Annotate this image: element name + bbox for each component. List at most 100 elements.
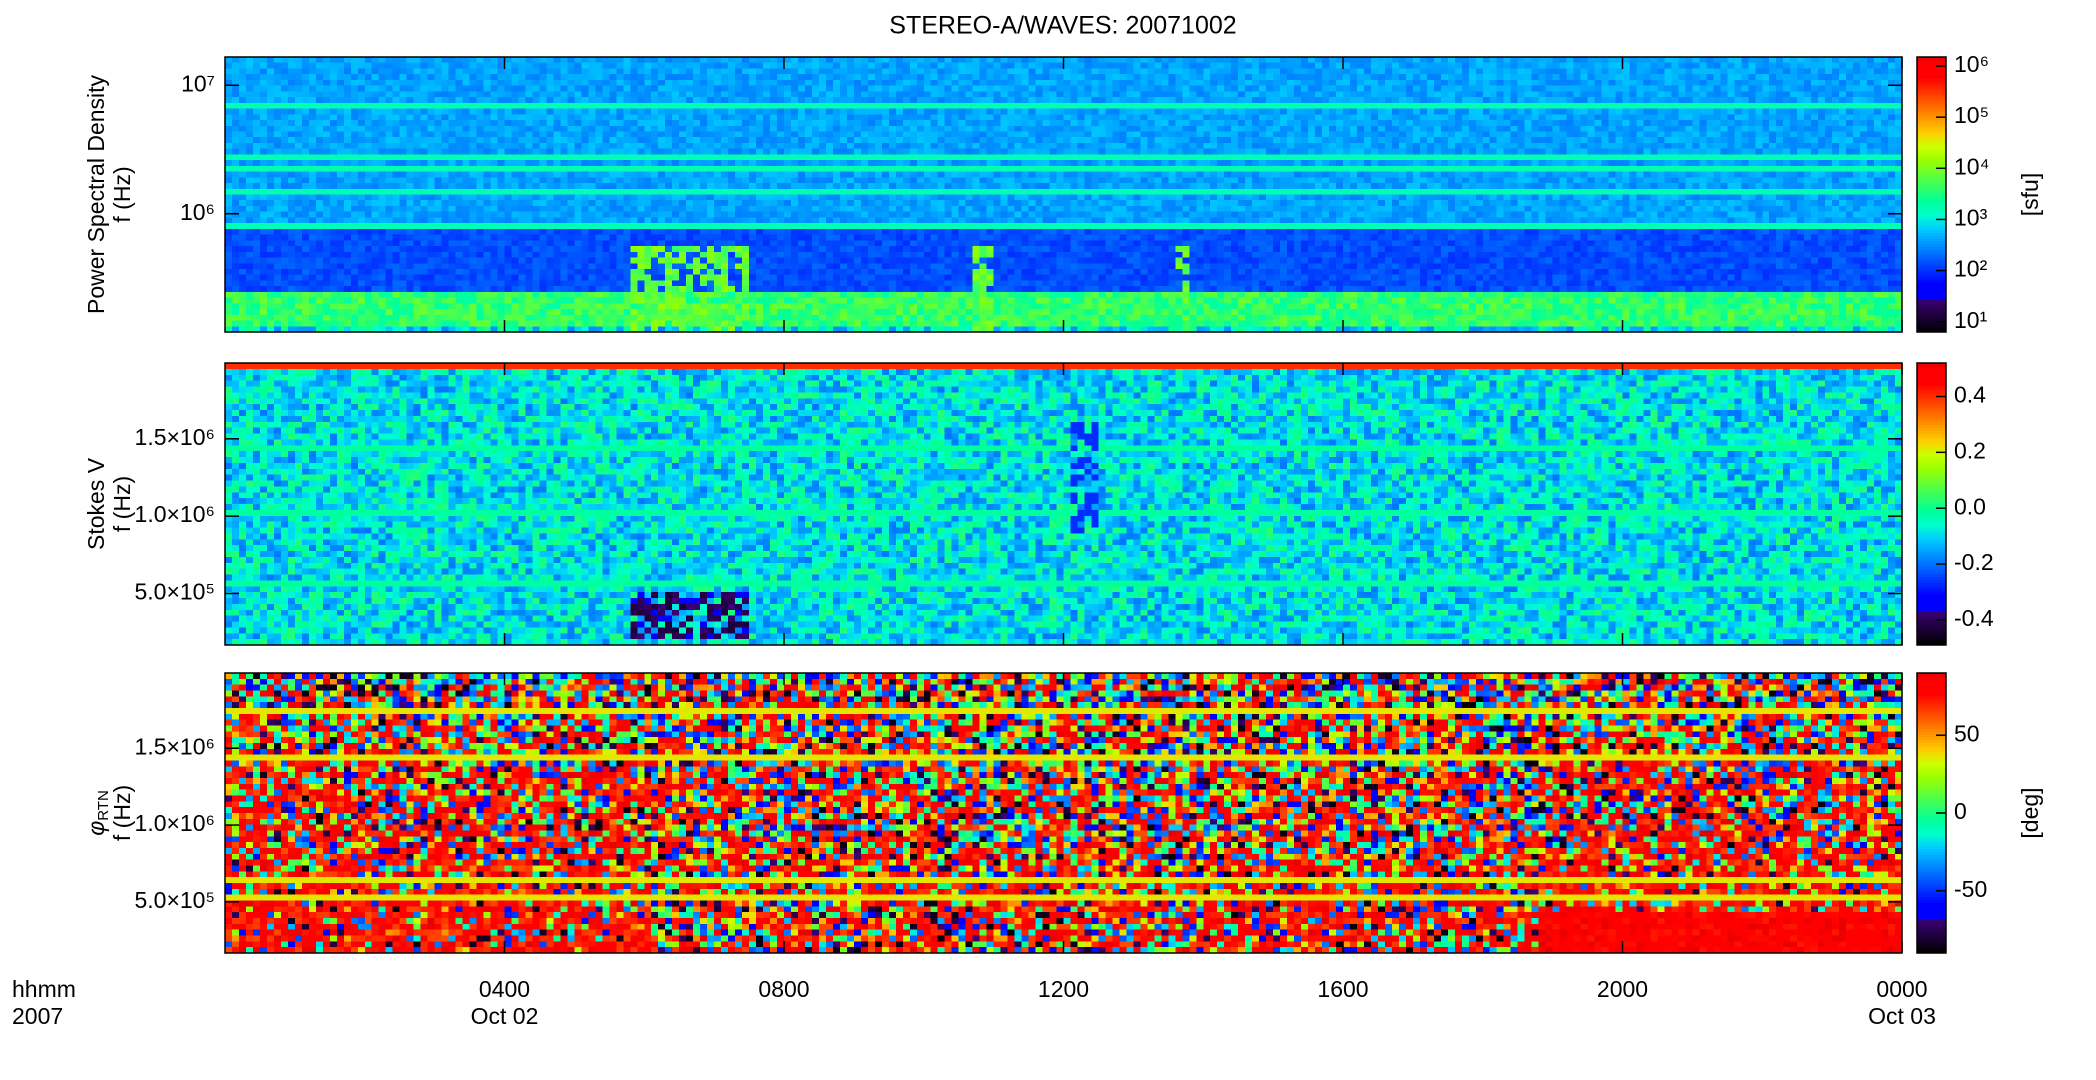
spectrogram-cell (1091, 109, 1099, 115)
spectrogram-cell (1511, 143, 1519, 149)
spectrogram-cell (1050, 131, 1058, 137)
spectrogram-cell (470, 126, 478, 132)
spectrogram-cell (1224, 131, 1232, 137)
spectrogram-cell (1399, 57, 1407, 63)
spectrogram-cell (1273, 57, 1281, 63)
spectrogram-cell (574, 143, 582, 149)
spectrogram-cell (505, 57, 513, 63)
spectrogram-cell (539, 166, 547, 172)
spectrogram-cell (1008, 74, 1016, 80)
spectrogram-cell (456, 80, 464, 86)
spectrogram-cell (1560, 74, 1568, 80)
spectrogram-cell (1776, 126, 1784, 132)
spectrogram-cell (267, 97, 275, 103)
spectrogram-cell (1182, 172, 1190, 178)
spectrogram-cell (819, 103, 827, 109)
spectrogram-cell (232, 154, 240, 160)
spectrogram-cell (1231, 131, 1239, 137)
spectrogram-cell (784, 166, 792, 172)
spectrogram-cell (532, 97, 540, 103)
spectrogram-cell (302, 91, 310, 97)
spectrogram-cell (1448, 160, 1456, 166)
spectrogram-cell (511, 114, 519, 120)
spectrogram-cell (938, 63, 946, 69)
spectrogram-cell (532, 120, 540, 126)
spectrogram-cell (1497, 91, 1505, 97)
spectrogram-cell (672, 149, 680, 155)
spectrogram-cell (532, 86, 540, 92)
spectrogram-cell (484, 91, 492, 97)
spectrogram-cell (1574, 120, 1582, 126)
spectrogram-cell (379, 68, 387, 74)
spectrogram-cell (756, 114, 764, 120)
spectrogram-cell (1574, 109, 1582, 115)
spectrogram-cell (1769, 114, 1777, 120)
spectrogram-cell (274, 57, 282, 63)
spectrogram-cell (1217, 57, 1225, 63)
spectrogram-cell (498, 80, 506, 86)
spectrogram-cell (1846, 143, 1854, 149)
spectrogram-cell (1057, 160, 1065, 166)
spectrogram-cell (1783, 160, 1791, 166)
spectrogram-cell (1741, 74, 1749, 80)
spectrogram-cell (372, 166, 380, 172)
spectrogram-cell (1098, 154, 1106, 160)
spectrogram-cell (1036, 97, 1044, 103)
spectrogram-cell (854, 160, 862, 166)
spectrogram-cell (1553, 149, 1561, 155)
spectrogram-cell (407, 86, 415, 92)
spectrogram-cell (931, 103, 939, 109)
spectrogram-cell (281, 68, 289, 74)
spectrogram-cell (1343, 120, 1351, 126)
spectrogram-cell (847, 63, 855, 69)
spectrogram-cell (267, 126, 275, 132)
spectrogram-cell (498, 137, 506, 143)
spectrogram-cell (693, 103, 701, 109)
spectrogram-cell (945, 166, 953, 172)
spectrogram-cell (1217, 120, 1225, 126)
spectrogram-cell (1196, 68, 1204, 74)
spectrogram-cell (1434, 149, 1442, 155)
spectrogram-cell (358, 57, 366, 63)
spectrogram-cell (665, 172, 673, 178)
spectrogram-cell (1231, 74, 1239, 80)
spectrogram-cell (812, 160, 820, 166)
spectrogram-cell (1532, 97, 1540, 103)
spectrogram-cell (595, 97, 603, 103)
spectrogram-cell (1874, 149, 1882, 155)
spectrogram-cell (1448, 103, 1456, 109)
spectrogram-cell (980, 149, 988, 155)
spectrogram-cell (1567, 120, 1575, 126)
spectrogram-cell (679, 149, 687, 155)
spectrogram-cell (1629, 86, 1637, 92)
spectrogram-cell (484, 57, 492, 63)
spectrogram-cell (1504, 137, 1512, 143)
spectrogram-cell (560, 74, 568, 80)
spectrogram-cell (421, 120, 429, 126)
spectrogram-cell (1643, 143, 1651, 149)
spectrogram-cell (421, 114, 429, 120)
spectrogram-cell (1126, 154, 1134, 160)
spectrogram-cell (1720, 68, 1728, 74)
spectrogram-cell (316, 57, 324, 63)
spectrogram-cell (1609, 109, 1617, 115)
spectrogram-cell (365, 63, 373, 69)
spectrogram-cell (1825, 57, 1833, 63)
spectrogram-cell (351, 63, 359, 69)
spectrogram-cell (316, 143, 324, 149)
spectrogram-cell (1231, 91, 1239, 97)
spectrogram-cell (1846, 91, 1854, 97)
spectrogram-cell (1287, 63, 1295, 69)
spectrogram-cell (1741, 126, 1749, 132)
spectrogram-cell (316, 68, 324, 74)
spectrogram-cell (1581, 143, 1589, 149)
spectrogram-cell (735, 97, 743, 103)
spectrogram-cell (1720, 57, 1728, 63)
spectrogram-cell (1511, 172, 1519, 178)
spectrogram-cell (386, 160, 394, 166)
spectrogram-cell (924, 166, 932, 172)
spectrogram-cell (316, 131, 324, 137)
spectrogram-cell (1734, 91, 1742, 97)
spectrogram-cell (847, 91, 855, 97)
spectrogram-cell (1413, 143, 1421, 149)
